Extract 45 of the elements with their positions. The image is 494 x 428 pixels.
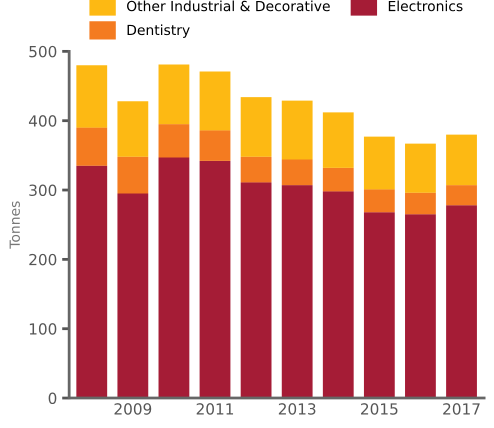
bar bbox=[446, 205, 477, 398]
bar bbox=[158, 124, 190, 158]
bar bbox=[117, 194, 148, 398]
x-tick-label: 2015 bbox=[361, 403, 398, 415]
bar bbox=[364, 136, 395, 190]
bar bbox=[282, 100, 313, 160]
x-tick-label: 2009 bbox=[114, 403, 152, 415]
y-tick-label: 500 bbox=[29, 46, 56, 58]
bar bbox=[117, 101, 148, 157]
bar bbox=[158, 157, 190, 398]
y-tick-label: 400 bbox=[28, 115, 56, 127]
bar bbox=[200, 130, 230, 161]
bar bbox=[158, 64, 190, 124]
x-tick-label: 2011 bbox=[196, 403, 234, 415]
legend-label: Electronics bbox=[388, 0, 462, 12]
x-tick-label: 2013 bbox=[278, 403, 316, 415]
bar bbox=[405, 214, 436, 398]
bar bbox=[117, 156, 148, 194]
x-tick-label: 2017 bbox=[443, 403, 480, 415]
bar bbox=[322, 191, 354, 398]
y-tick-label: 100 bbox=[30, 323, 56, 335]
bar bbox=[76, 128, 108, 166]
y-tick-label: 300 bbox=[29, 184, 56, 196]
y-tick-label: 0 bbox=[48, 392, 56, 404]
bar bbox=[405, 192, 436, 214]
bar bbox=[364, 212, 395, 398]
y-axis-title: Tonnes bbox=[10, 201, 20, 249]
bar bbox=[282, 185, 313, 398]
bar bbox=[364, 189, 395, 212]
bar bbox=[282, 160, 313, 186]
bar bbox=[240, 97, 272, 157]
legend-label: Other Industrial & Decorative bbox=[127, 0, 330, 12]
bar bbox=[76, 166, 108, 398]
bar bbox=[240, 182, 272, 398]
bar bbox=[446, 185, 477, 206]
bar bbox=[76, 65, 108, 128]
bar bbox=[405, 144, 436, 193]
bar bbox=[240, 156, 272, 182]
bar bbox=[446, 134, 477, 186]
y-tick-label: 200 bbox=[29, 254, 56, 266]
bar bbox=[200, 160, 230, 398]
bar bbox=[322, 168, 354, 192]
legend-label: Dentistry bbox=[128, 24, 190, 38]
bar bbox=[200, 71, 230, 130]
bar bbox=[322, 112, 354, 168]
